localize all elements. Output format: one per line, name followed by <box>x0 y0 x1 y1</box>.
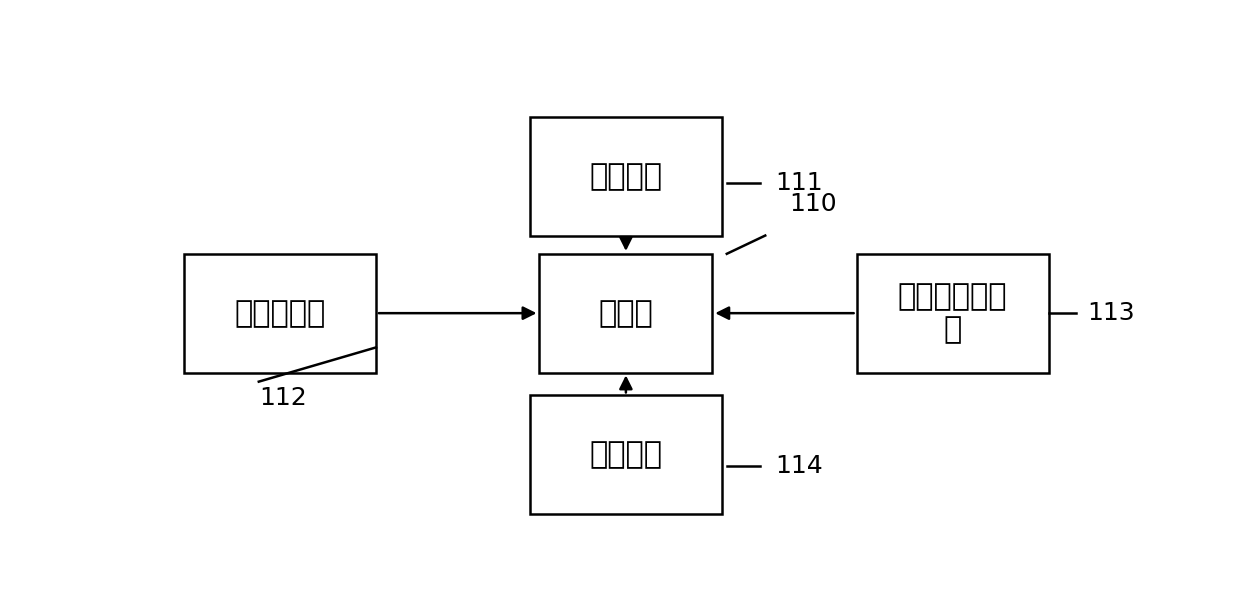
Text: 111: 111 <box>775 171 822 195</box>
Text: 车载摄像头: 车载摄像头 <box>234 299 326 328</box>
Text: 112: 112 <box>259 385 306 410</box>
Text: 处理器: 处理器 <box>599 299 653 328</box>
Text: 113: 113 <box>1087 301 1135 325</box>
Bar <box>857 254 1049 372</box>
Bar <box>184 254 376 372</box>
Bar <box>529 117 722 235</box>
Bar <box>539 254 713 372</box>
Text: 导航系统: 导航系统 <box>589 162 662 191</box>
Text: 测距、测速模
块: 测距、测速模 块 <box>898 282 1007 345</box>
Bar <box>529 396 722 514</box>
Text: 110: 110 <box>789 192 837 216</box>
Text: 114: 114 <box>775 454 822 478</box>
Text: 语音系统: 语音系统 <box>589 440 662 469</box>
